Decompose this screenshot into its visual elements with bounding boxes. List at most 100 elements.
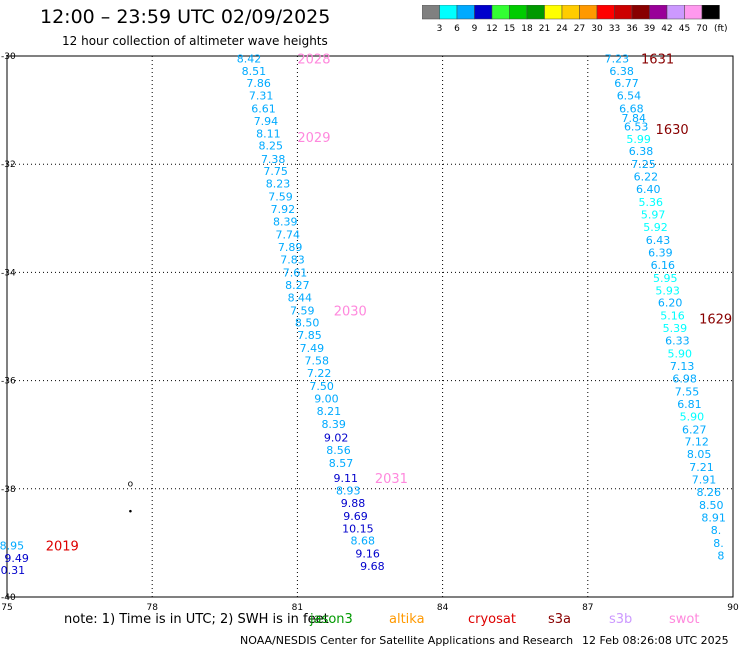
- colorbar-label: 27: [574, 24, 585, 34]
- wave-height-value: 10.15: [342, 522, 374, 535]
- colorbar-legend: 3 6 9 12 15 18 21 24 27 30 33 36 39 42 45 70 (ft): [422, 5, 728, 34]
- point-marker: •: [128, 508, 133, 518]
- x-tick-label: 78: [146, 603, 158, 612]
- satellite-label-altika: altika: [389, 612, 425, 627]
- page-title: 12:00 – 23:59 UTC 02/09/2025: [40, 6, 331, 28]
- wave-height-value: 9.88: [341, 497, 366, 510]
- credit-text: NOAA/NESDIS Center for Satellite Applica…: [240, 634, 574, 647]
- wave-height-value: 7.13: [670, 360, 695, 373]
- x-tick-label: 90: [727, 603, 739, 612]
- x-tick-label: 84: [437, 603, 449, 612]
- wave-height-value: 8.50: [295, 317, 320, 330]
- colorbar-label: 3: [437, 24, 443, 34]
- wave-height-value: 7.21: [689, 461, 714, 474]
- wave-height-value: 8.: [711, 524, 722, 537]
- wave-height-value: 9.68: [360, 560, 385, 573]
- wave-height-value: 5.99: [626, 133, 651, 146]
- wave-height-value: 8.23: [266, 178, 291, 191]
- y-tick-label: -34: [1, 268, 16, 278]
- wave-height-value: 7.94: [254, 115, 279, 128]
- wave-height-value: 7.55: [675, 385, 700, 398]
- pass-time-label: 2029: [297, 131, 330, 146]
- wave-height-value: 7.89: [278, 241, 303, 254]
- units-note: note: 1) Time is in UTC; 2) SWH is in fe…: [64, 612, 329, 627]
- wave-height-value: 7.75: [263, 165, 288, 178]
- wave-height-value: 7.83: [280, 253, 305, 266]
- wave-height-value: 7.61: [283, 266, 308, 279]
- x-tick-label: 81: [292, 603, 303, 612]
- wave-height-value: 7.12: [684, 436, 709, 449]
- x-tick-label: 75: [1, 603, 12, 612]
- wave-height-value: 8.05: [687, 448, 712, 461]
- wave-height-value: 7.84: [622, 112, 647, 125]
- wave-height-value: 7.92: [271, 203, 296, 216]
- wave-height-value: 8.26: [697, 486, 722, 499]
- colorbar-swatch: [701, 5, 720, 20]
- wave-height-value: 6.20: [658, 297, 683, 310]
- satellite-label-s3a: s3a: [548, 612, 572, 627]
- satellite-label-jason3: jason3: [310, 612, 353, 627]
- wave-height-value: 8.39: [273, 216, 298, 229]
- wave-height-value: 6.98: [672, 372, 697, 385]
- wave-height-value: 5.93: [655, 284, 680, 297]
- wave-height-value: 8: [717, 549, 724, 562]
- y-tick-label: -38: [1, 485, 16, 495]
- wave-height-value: 6.39: [648, 246, 673, 259]
- wave-height-value: 6.53: [624, 120, 649, 133]
- wave-height-value: 6.40: [636, 183, 661, 196]
- y-tick-label: -40: [1, 593, 16, 603]
- colorbar-label: 12: [486, 24, 497, 34]
- wave-height-value: 6.54: [617, 89, 642, 102]
- colorbar-label: 70: [696, 24, 708, 34]
- wave-height-value: 5.92: [643, 221, 668, 234]
- colorbar-label: 15: [504, 24, 515, 34]
- wave-height-value: 6.68: [619, 102, 644, 115]
- point-marker: o: [128, 479, 134, 489]
- wave-height-value: 8.93: [336, 484, 361, 497]
- wave-height-value: 8.95: [0, 540, 24, 553]
- wave-height-value: 8.39: [321, 418, 346, 431]
- wave-height-value: 6.61: [251, 102, 276, 115]
- wave-height-value: 5.90: [668, 348, 693, 361]
- wave-height-value: 5.16: [660, 310, 685, 323]
- wave-height-value: 8.11: [256, 127, 281, 140]
- wave-height-value: 8.91: [701, 511, 726, 524]
- wave-height-value: 6.33: [665, 335, 690, 348]
- timestamp-text: 12 Feb 08:26:08 UTC 2025: [582, 634, 729, 647]
- wave-height-value: 8.51: [242, 65, 267, 78]
- wave-height-value: 10.31: [0, 564, 25, 577]
- wave-height-value: 7.50: [309, 380, 334, 393]
- pass-time-label: 2030: [334, 304, 367, 319]
- satellite-label-cryosat: cryosat: [468, 612, 516, 627]
- wave-height-value: 8.21: [317, 405, 342, 418]
- wave-height-value: 7.85: [297, 329, 322, 342]
- wave-height-value: 7.74: [275, 229, 300, 242]
- plot-frame: [6, 55, 734, 598]
- wave-height-value: 9.00: [314, 392, 339, 405]
- wave-height-value: 5.39: [663, 322, 688, 335]
- colorbar-label: 21: [539, 24, 550, 34]
- colorbar-label: 30: [591, 24, 603, 34]
- wave-height-value: 7.49: [300, 342, 325, 355]
- colorbar-label: 9: [472, 24, 478, 34]
- wave-height-value: 8.25: [259, 139, 284, 152]
- wave-height-value: 6.77: [614, 77, 639, 90]
- wave-height-value: 8.68: [350, 535, 375, 548]
- wave-height-value: 8.57: [329, 457, 354, 470]
- y-tick-label: -36: [1, 377, 16, 387]
- wave-height-value: 7.23: [605, 53, 630, 66]
- pass-time-label: 2031: [375, 472, 408, 487]
- y-tick-label: -30: [1, 52, 16, 62]
- wave-height-value: 6.22: [634, 171, 659, 184]
- pass-time-label: 1631: [641, 53, 674, 68]
- wave-height-value: 6.81: [677, 398, 702, 411]
- colorbar-label: 18: [521, 24, 533, 34]
- wave-height-value: 7.25: [631, 158, 656, 171]
- colorbar-label: 39: [644, 24, 656, 34]
- wave-height-value: 7.59: [290, 304, 315, 317]
- page-subtitle: 12 hour collection of altimeter wave hei…: [62, 34, 328, 48]
- wave-height-value: 9.16: [355, 548, 380, 561]
- wave-height-value: 6.16: [651, 259, 676, 272]
- wave-height-value: 7.86: [246, 77, 271, 90]
- colorbar-label: 33: [609, 24, 620, 34]
